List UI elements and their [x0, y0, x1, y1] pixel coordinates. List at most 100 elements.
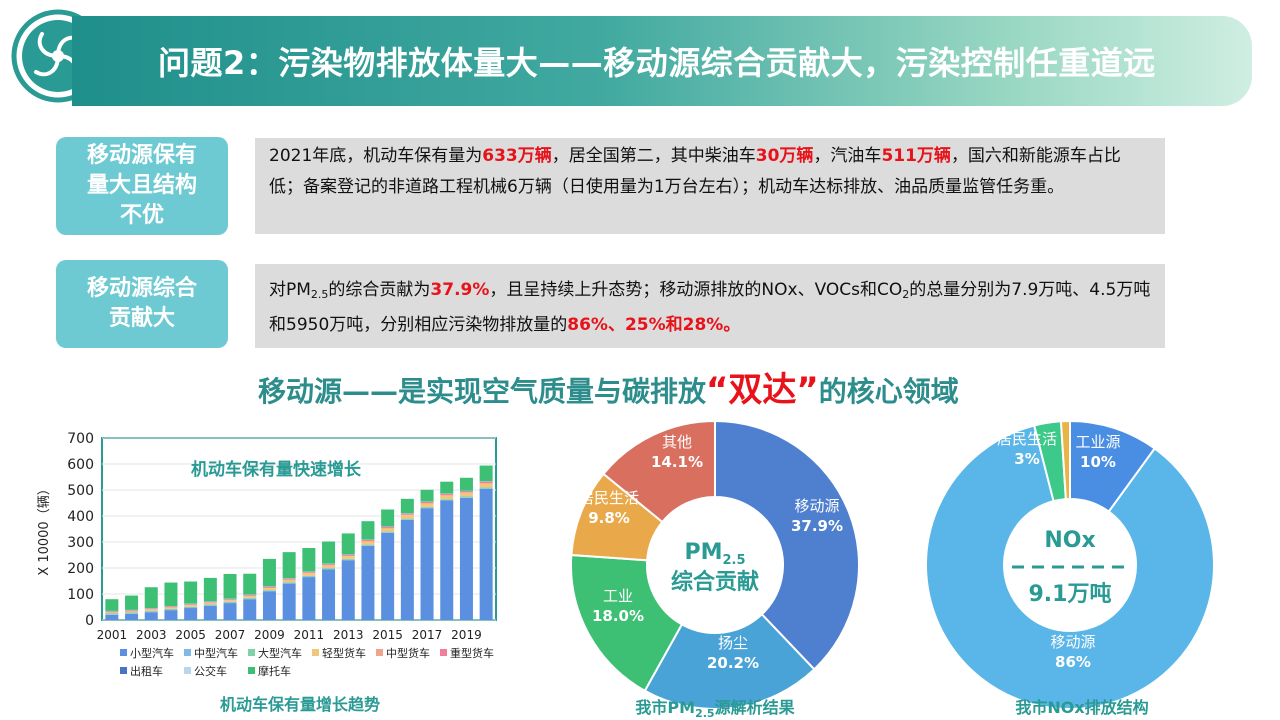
bar-segment	[440, 500, 454, 620]
text-segment: ，居全国第二，其中柴油车	[551, 146, 756, 166]
bar-segment	[243, 595, 257, 596]
center-label-bottom: 9.1万吨	[1029, 582, 1112, 607]
slice-value-label: 14.1%	[651, 453, 703, 471]
bar-segment	[479, 488, 493, 620]
legend-label: 重型货车	[450, 646, 494, 660]
bar-segment	[105, 599, 119, 611]
y-tick-label: 400	[67, 509, 94, 525]
slice-name-label: 移动源	[794, 497, 839, 515]
legend-swatch	[376, 649, 383, 656]
bar-segment	[164, 608, 178, 610]
bar-segment	[361, 544, 375, 546]
y-tick-label: 100	[67, 587, 94, 603]
section1-label-line: 移动源保有	[86, 143, 197, 168]
legend-label: 中型汽车	[194, 646, 238, 660]
bar-segment	[361, 545, 375, 620]
legend-label: 小型汽车	[130, 646, 174, 660]
bar-segment	[459, 497, 473, 620]
mid-title-pre: 移动源——是实现空气质量与碳排放	[258, 375, 707, 408]
bar-segment	[144, 609, 158, 610]
slice-name-label: 扬尘	[718, 634, 748, 652]
bar-segment	[322, 568, 336, 569]
slice-value-label: 20.2%	[707, 654, 759, 672]
bar-segment	[322, 569, 336, 620]
bar-segment	[420, 506, 434, 508]
text-segment: ，汽油车	[813, 146, 882, 166]
bar-segment	[381, 532, 395, 533]
bar-segment	[459, 477, 473, 491]
slice-value-label: 37.9%	[791, 517, 843, 535]
bar-segment	[322, 564, 336, 565]
bar-segment	[243, 598, 257, 600]
bar-segment	[381, 532, 395, 620]
y-tick-label: 600	[67, 457, 94, 473]
bar-segment	[479, 481, 493, 483]
center-label-top: NOx	[1044, 528, 1095, 553]
highlight-value: 37.9%	[430, 280, 490, 300]
bar-segment	[223, 602, 237, 604]
bar-segment	[479, 488, 493, 489]
bar-segment	[203, 577, 217, 602]
bar-segment	[243, 573, 257, 595]
subscript: 2	[902, 288, 910, 301]
highlight-value: 86%、25%和28%。	[567, 315, 741, 335]
section1-text: 2021年底，机动车保有量为633万辆，居全国第二，其中柴油车30万辆，汽油车5…	[255, 138, 1165, 234]
y-tick-label: 700	[67, 431, 94, 447]
bar-segment	[223, 601, 237, 603]
bar-segment	[341, 533, 355, 555]
bar-segment	[440, 495, 454, 500]
bar-segment	[164, 582, 178, 606]
bar-segment	[262, 588, 276, 591]
bar-segment	[361, 521, 375, 540]
legend-swatch	[248, 667, 255, 674]
bar-segment	[479, 483, 493, 488]
bar-segment	[125, 595, 139, 610]
pie-slice	[925, 424, 1215, 710]
bar-segment	[381, 526, 395, 528]
text-segment: ，且呈持续上升态势；移动源排放的NOx、VOCs和CO	[489, 280, 903, 300]
bar-segment	[203, 602, 217, 605]
bar-segment	[420, 508, 434, 620]
bar-segment	[381, 528, 395, 532]
center-label: PM2.5	[684, 540, 745, 568]
bar-segment	[341, 560, 355, 620]
y-axis-label: X 10000（辆）	[37, 482, 52, 575]
bar-segment	[381, 509, 395, 527]
bar-segment	[479, 487, 493, 489]
bar-segment	[203, 604, 217, 606]
slice-value-label: 3%	[1014, 450, 1039, 468]
bar-segment	[341, 556, 355, 559]
legend-label: 摩托车	[258, 664, 291, 678]
pie-slice	[602, 419, 716, 524]
bar-segment	[302, 577, 316, 620]
page-title: 问题2：污染物排放体量大——移动源综合贡献大，污染控制任重道远	[158, 44, 1156, 82]
text-segment: ，国六和新能源车占比低；备案登记的非道路工程机械6万辆（日使用量为1万台左右）；…	[269, 146, 1121, 197]
chart-caption: 我市NOx排放结构	[1015, 698, 1148, 717]
bar-segment	[459, 497, 473, 498]
slice-value-label: 18.0%	[592, 607, 644, 625]
bar-segment	[322, 565, 336, 568]
bar-segment	[223, 599, 237, 600]
bar-segment	[184, 608, 198, 620]
chart-caption: 机动车保有量增长趋势	[220, 695, 380, 714]
bar-segment	[184, 581, 198, 604]
mid-title: 移动源——是实现空气质量与碳排放“双达”的核心领域	[258, 362, 1158, 410]
legend-label: 中型货车	[386, 646, 430, 660]
bar-segment	[223, 603, 237, 620]
legend-label: 公交车	[194, 664, 227, 678]
bar-segment	[282, 579, 296, 583]
pie-slice	[1059, 419, 1071, 501]
mid-title-quoted: “双达”	[706, 370, 819, 410]
bar-segment	[459, 492, 473, 497]
y-tick-label: 200	[67, 561, 94, 577]
bar-segment	[282, 578, 296, 580]
x-tick-label: 2011	[294, 628, 325, 642]
bar-segment	[125, 610, 139, 612]
bar-segment	[322, 568, 336, 570]
bar-segment	[105, 611, 119, 613]
bar-segment	[479, 482, 493, 484]
legend-swatch	[120, 649, 127, 656]
bar-segment	[381, 527, 395, 529]
legend-label: 大型汽车	[258, 646, 302, 660]
